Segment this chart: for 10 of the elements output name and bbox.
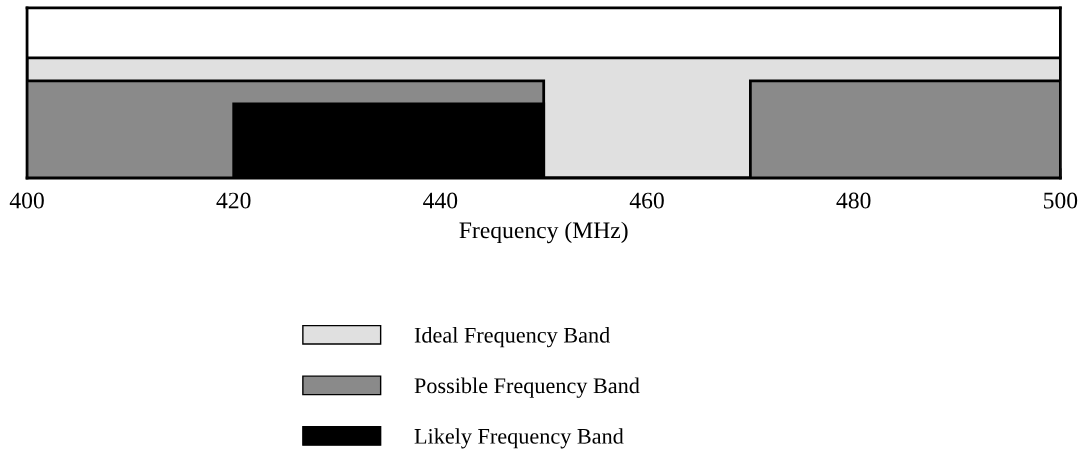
legend-label: Ideal Frequency Band [414,327,610,348]
legend-label: Likely Frequency Band [414,428,624,449]
x-tick-label: 440 [423,192,458,209]
x-axis-title: Frequency (MHz) [459,221,628,244]
legend-label: Possible Frequency Band [414,377,640,398]
x-tick-label: 420 [216,192,251,209]
x-tick-label: 460 [629,192,664,209]
x-tick-label: 500 [1044,192,1078,209]
x-tick-label: 480 [836,192,871,209]
x-tick-label: 400 [9,192,44,209]
